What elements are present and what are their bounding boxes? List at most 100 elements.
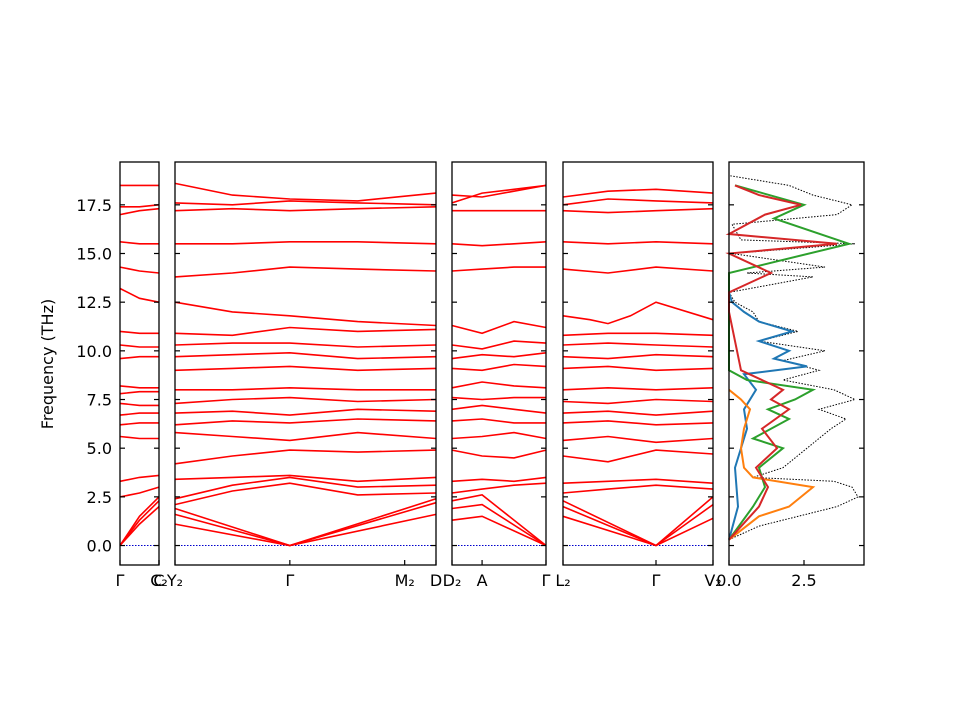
phonon-band <box>174 476 437 500</box>
phonon-band <box>120 204 160 208</box>
phonon-band <box>119 390 159 395</box>
phonon-band <box>174 326 437 337</box>
phonon-band <box>451 494 547 547</box>
k-point-label: V₂ <box>704 571 721 590</box>
phonon-band <box>174 501 437 547</box>
phonon-band <box>119 435 159 440</box>
phonon-band <box>451 482 547 494</box>
k-point-label: D₂ <box>443 571 462 590</box>
panel-frame-3 <box>562 161 714 566</box>
k-point-label: C <box>153 571 164 590</box>
k-point-label: Y₂ <box>166 571 183 590</box>
phonon-band <box>562 478 714 484</box>
y-tick-label: 17.5 <box>76 196 112 215</box>
phonon-band <box>451 418 546 424</box>
phonon-band <box>562 198 714 206</box>
phonon-band <box>562 420 714 426</box>
phonon-band <box>119 266 160 274</box>
k-point-label: Γ <box>285 571 294 590</box>
phonon-band <box>175 386 436 391</box>
phonon-band <box>562 398 714 405</box>
phonon-band <box>119 486 160 498</box>
phonon-band <box>119 402 159 407</box>
phonon-band <box>175 241 437 245</box>
phonon-band <box>562 266 714 274</box>
phonon-band <box>119 207 160 216</box>
phonon-band <box>562 188 714 198</box>
phonon-band <box>119 241 159 245</box>
phonon-band <box>174 474 437 483</box>
phonon-band <box>451 184 547 198</box>
phonon-band <box>119 344 159 348</box>
phonon-band <box>562 353 714 360</box>
phonon-band <box>451 404 547 414</box>
panel-frame-2 <box>451 161 547 566</box>
phonon-band <box>562 496 714 547</box>
k-point-label: L₂ <box>555 571 570 590</box>
phonon-band <box>174 342 437 348</box>
y-tick-label: 7.5 <box>87 391 112 410</box>
phonon-band <box>174 182 437 202</box>
phonon-band <box>174 408 437 416</box>
phonon-band <box>174 482 437 506</box>
phonon-band <box>174 418 437 426</box>
phonon-band <box>562 332 714 337</box>
k-point-label: Γ <box>116 571 125 590</box>
band-panels: Γ CC₂ Y₂ Γ M₂ D D₂ A Γ L₂ Γ V₂0.02.55.07.510.012.51… <box>76 161 722 590</box>
y-tick-label: 15.0 <box>76 245 112 264</box>
total-dos-curve <box>728 175 859 541</box>
phonon-band <box>174 301 437 327</box>
phonon-band <box>119 385 159 389</box>
y-axis-label: Frequency (THz) <box>38 299 57 429</box>
phonon-band <box>451 352 547 360</box>
phonon-band <box>562 410 714 416</box>
phonon-band <box>451 476 547 483</box>
phonon-band <box>174 431 437 442</box>
phonon-band <box>119 474 160 483</box>
phonon-band <box>451 363 547 372</box>
phonon-band <box>119 496 160 546</box>
k-point-label: Γ <box>652 571 661 590</box>
phonon-band <box>119 330 159 335</box>
phonon-band <box>119 506 160 547</box>
phonon-band <box>174 266 437 278</box>
y-tick-label: 5.0 <box>87 439 112 458</box>
panel-frame-1 <box>174 161 437 566</box>
phonon-band <box>119 287 160 303</box>
phonon-band <box>451 320 547 335</box>
phonon-band <box>174 351 437 360</box>
y-tick-label: 0.0 <box>87 537 112 556</box>
phonon-band <box>451 449 547 459</box>
y-tick-label: 10.0 <box>76 342 112 361</box>
phonon-band <box>174 449 437 465</box>
band-panel-0: Γ CC₂ <box>116 161 168 590</box>
k-point-label: M₂ <box>395 571 415 590</box>
phonon-band <box>562 449 714 463</box>
phonon-band <box>451 184 547 204</box>
phonon-band <box>451 241 547 247</box>
phonon-band <box>451 396 546 401</box>
phonon-band <box>562 240 714 245</box>
phonon-band <box>119 355 159 360</box>
phonon-band <box>562 435 714 444</box>
phonon-band <box>174 396 437 405</box>
y-tick-label: 2.5 <box>87 488 112 507</box>
k-point-label: D <box>430 571 442 590</box>
y-tick-label: 12.5 <box>76 293 112 312</box>
phonon-band <box>562 386 714 391</box>
phonon-band <box>562 365 714 372</box>
phonon-band <box>174 365 437 372</box>
phonon-band <box>451 381 547 389</box>
phonon-band <box>562 342 714 348</box>
dos-x-tick-label: 2.5 <box>791 571 816 590</box>
phonon-band <box>174 200 437 206</box>
dos-panel: 0.0 2.5 <box>716 161 865 590</box>
phonon-band <box>451 515 547 547</box>
phonon-band <box>451 503 547 547</box>
band-panel-2: D₂ A Γ <box>443 161 551 590</box>
phonon-band <box>119 412 159 416</box>
panel-frame-0 <box>119 161 160 566</box>
phonon-band <box>451 266 546 272</box>
phonon-band <box>174 206 437 212</box>
